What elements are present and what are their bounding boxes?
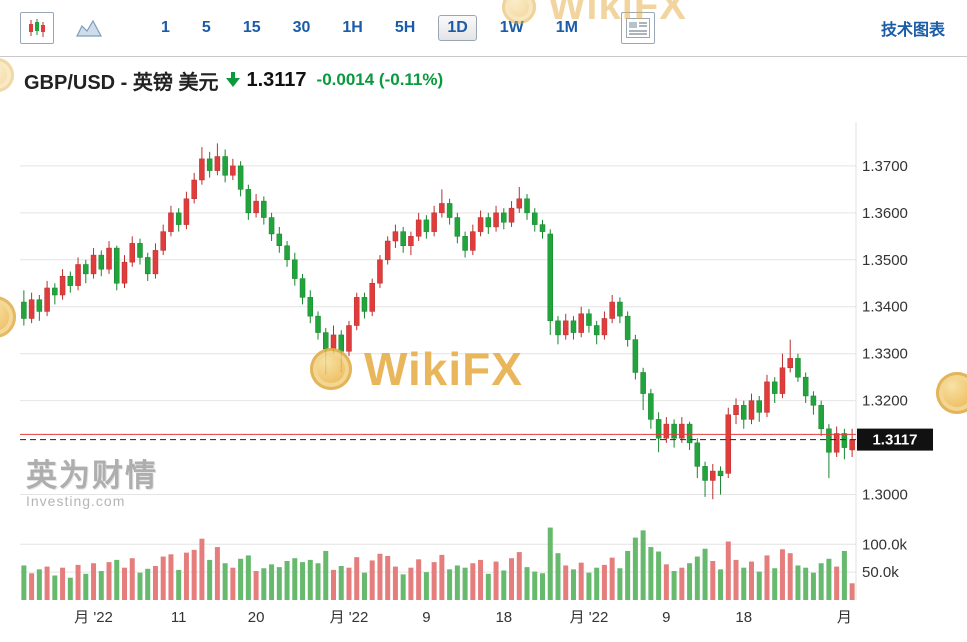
svg-text:月 '22: 月 '22 xyxy=(570,609,609,626)
timeframe-group: 1 5 15 30 1H 5H 1D 1W 1M xyxy=(152,15,587,41)
timeframe-15-button[interactable]: 15 xyxy=(234,15,270,41)
svg-text:50.0k: 50.0k xyxy=(862,564,899,581)
technical-chart-link[interactable]: 技术图表 xyxy=(880,22,945,39)
svg-text:18: 18 xyxy=(495,609,512,626)
timeframe-5h-button[interactable]: 5H xyxy=(386,15,424,41)
svg-text:1.3000: 1.3000 xyxy=(862,487,908,504)
timeframe-1d-button[interactable]: 1D xyxy=(438,15,477,41)
svg-text:20: 20 xyxy=(248,609,265,626)
timeframe-1m-button[interactable]: 1M xyxy=(547,15,587,41)
news-panel-button[interactable] xyxy=(621,12,655,44)
news-panel-icon xyxy=(626,18,650,38)
chart-type-area-button[interactable] xyxy=(72,12,106,44)
candlestick-chart-icon xyxy=(29,19,45,37)
svg-text:月: 月 xyxy=(837,609,852,626)
svg-text:1.3700: 1.3700 xyxy=(862,158,908,175)
svg-text:1.3500: 1.3500 xyxy=(862,252,908,269)
chart-type-candlestick-button[interactable] xyxy=(20,12,54,44)
timeframe-1-button[interactable]: 1 xyxy=(152,15,179,41)
price-down-arrow-icon xyxy=(226,72,241,88)
timeframe-1h-button[interactable]: 1H xyxy=(333,15,371,41)
candlestick-volume-chart[interactable]: 1.3700 1.3600 1.3500 1.3400 1.3300 1.3200 1.30… xyxy=(0,122,967,634)
price-change: -0.0014 (-0.11%) xyxy=(316,70,444,89)
svg-text:100.0k: 100.0k xyxy=(862,536,908,553)
svg-text:9: 9 xyxy=(662,609,670,626)
chart-toolbar: 1 5 15 30 1H 5H 1D 1W 1M 技术图表 xyxy=(0,0,967,57)
timeframe-30-button[interactable]: 30 xyxy=(284,15,320,41)
last-price: 1.3117 xyxy=(246,68,307,91)
instrument-header: GBP/USD - 英镑 美元 1.3117 -0.0014 (-0.11%) xyxy=(0,56,967,104)
svg-text:1.3400: 1.3400 xyxy=(862,299,908,316)
svg-text:月 '22: 月 '22 xyxy=(330,609,369,626)
svg-text:1.3300: 1.3300 xyxy=(862,346,908,363)
svg-text:18: 18 xyxy=(735,609,752,626)
svg-text:9: 9 xyxy=(422,609,430,626)
chart-area: 1.3700 1.3600 1.3500 1.3400 1.3300 1.3200 1.30… xyxy=(0,104,967,642)
timeframe-5-button[interactable]: 5 xyxy=(193,15,220,41)
svg-text:1.3600: 1.3600 xyxy=(862,205,908,222)
svg-text:月 '22: 月 '22 xyxy=(74,609,113,626)
timeframe-1w-button[interactable]: 1W xyxy=(491,15,533,41)
svg-text:1.3117: 1.3117 xyxy=(872,432,917,449)
svg-text:11: 11 xyxy=(171,609,187,626)
pair-title: GBP/USD - 英镑 美元 xyxy=(24,71,219,94)
area-chart-icon xyxy=(76,19,102,37)
svg-text:1.3200: 1.3200 xyxy=(862,393,908,410)
